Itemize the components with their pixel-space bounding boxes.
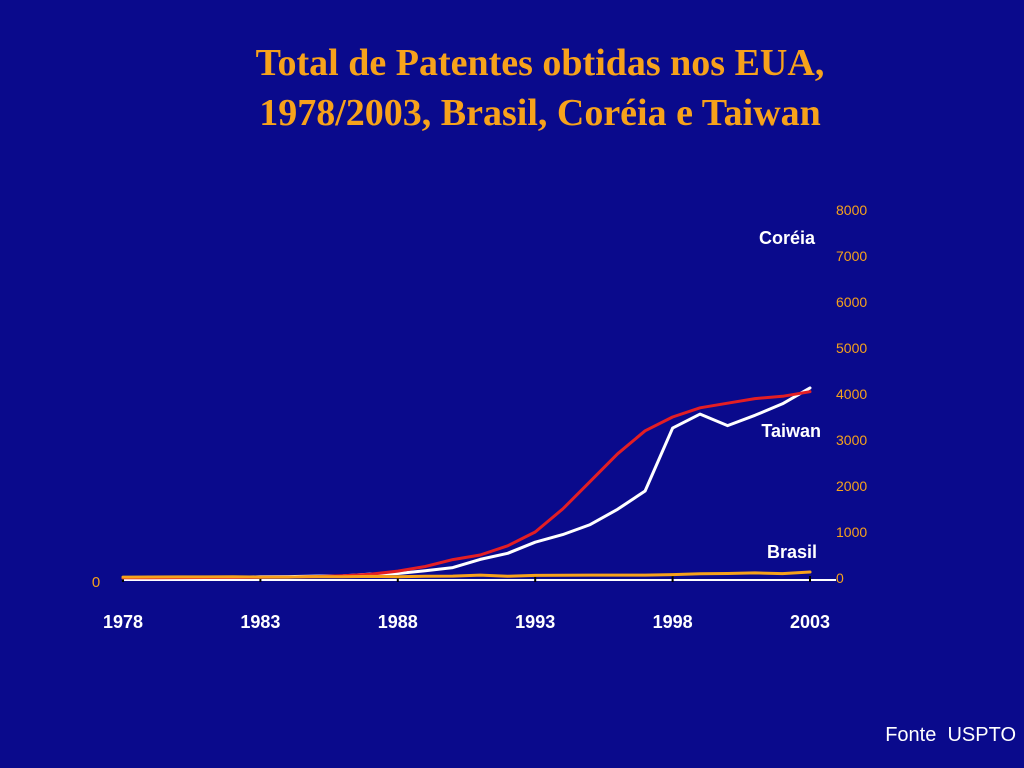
series-label-2: Taiwan — [761, 421, 821, 441]
y-tick-label-7000: 7000 — [836, 248, 867, 264]
y-tick-label-8000: 8000 — [836, 202, 867, 218]
y-tick-label-5000: 5000 — [836, 340, 867, 356]
x-tick-label-1988: 1988 — [378, 612, 418, 632]
y-tick-label-0: 0 — [836, 570, 844, 586]
chart-title-line-2: 1978/2003, Brasil, Coréia e Taiwan — [259, 92, 821, 134]
series-line-3 — [121, 570, 812, 579]
x-tick-label-1978: 1978 — [103, 612, 143, 632]
chart-title-line-1: Total de Patentes obtidas nos EUA, — [255, 42, 825, 84]
x-tick-label-1993: 1993 — [515, 612, 555, 632]
y-tick-label-4000: 4000 — [836, 386, 867, 402]
left-axis-zero-label: 0 — [92, 574, 100, 591]
chart-title: Total de Patentes obtidas nos EUA, 1978/… — [140, 38, 940, 138]
y-tick-label-2000: 2000 — [836, 478, 867, 494]
series-line-2 — [121, 390, 812, 580]
source-note: Fonte USPTO — [885, 724, 1016, 746]
series-line-1 — [121, 386, 812, 580]
series-label-3: Brasil — [767, 542, 817, 562]
series-label-1: Coréia — [759, 228, 816, 248]
y-tick-label-6000: 6000 — [836, 294, 867, 310]
y-tick-label-3000: 3000 — [836, 432, 867, 448]
x-tick-label-1983: 1983 — [240, 612, 280, 632]
x-tick-label-1998: 1998 — [653, 612, 693, 632]
y-tick-label-1000: 1000 — [836, 524, 867, 540]
x-tick-label-2003: 2003 — [790, 612, 830, 632]
